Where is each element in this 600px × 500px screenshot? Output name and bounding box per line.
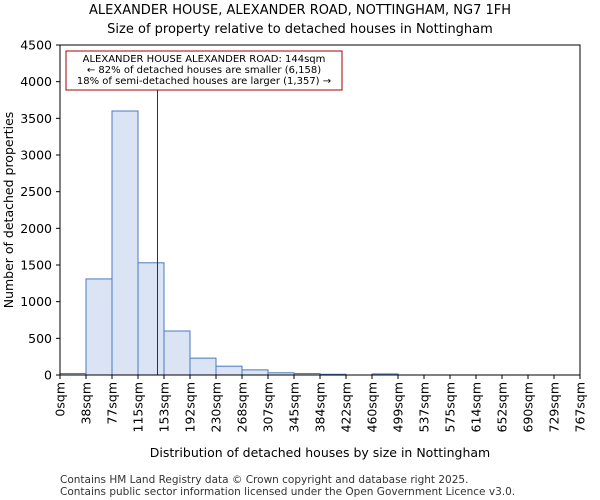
x-tick-label: 345sqm [287, 382, 302, 432]
x-axis-ticks: 0sqm 38sqm 77sqm 115sqm 153sqm 192sqm 230sqm 26… [53, 375, 588, 432]
x-axis-label: Distribution of detached houses by size … [150, 445, 490, 460]
x-tick-label: 307sqm [261, 382, 276, 432]
x-tick-label: 575sqm [443, 382, 458, 432]
annotation-frame [65, 50, 343, 91]
x-tick-label: 422sqm [339, 382, 354, 432]
annotation-line-3: 18% of semi-detached houses are larger (… [77, 76, 331, 87]
histogram-bar [137, 262, 165, 376]
x-tick-label: 0sqm [53, 382, 68, 417]
y-tick-label: 500 [28, 331, 52, 346]
annotation-box: ALEXANDER HOUSE ALEXANDER ROAD: 144sqm ←… [65, 50, 343, 91]
chart-title-line-1: ALEXANDER HOUSE, ALEXANDER ROAD, NOTTING… [89, 3, 511, 18]
bars-group [59, 110, 399, 376]
y-tick-label: 0 [44, 368, 52, 383]
x-tick-label: 77sqm [105, 382, 120, 425]
y-tick-label: 4000 [20, 74, 52, 89]
y-tick-label: 4500 [20, 38, 52, 53]
x-tick-label: 115sqm [131, 382, 146, 432]
x-tick-label: 614sqm [469, 382, 484, 432]
x-tick-label: 38sqm [79, 382, 94, 425]
footer-line-2: Contains public sector information licen… [60, 486, 515, 498]
annotation-line-2: ← 82% of detached houses are smaller (6,… [87, 65, 321, 76]
y-tick-label: 2500 [20, 184, 52, 199]
x-tick-label: 460sqm [365, 382, 380, 432]
histogram-bar [189, 357, 217, 376]
x-tick-label: 729sqm [547, 382, 562, 432]
y-axis-ticks: 0 500 1000 1500 2000 2500 3000 3500 4000 4500 [20, 38, 60, 383]
y-tick-label: 2000 [20, 221, 52, 236]
x-tick-label: 268sqm [235, 382, 250, 432]
histogram-bar [241, 369, 269, 376]
y-tick-label: 3000 [20, 148, 52, 163]
footer-line-1: Contains HM Land Registry data © Crown c… [60, 474, 468, 486]
x-tick-label: 537sqm [417, 382, 432, 432]
x-tick-label: 690sqm [521, 382, 536, 432]
histogram-bar [163, 330, 191, 376]
chart-title-line-2: Size of property relative to detached ho… [107, 22, 493, 37]
x-tick-label: 384sqm [313, 382, 328, 432]
x-tick-label: 192sqm [183, 382, 198, 432]
annotation-line-1: ALEXANDER HOUSE ALEXANDER ROAD: 144sqm [83, 54, 326, 65]
x-tick-label: 652sqm [495, 382, 510, 432]
histogram-bar [85, 278, 113, 376]
histogram-bar [111, 110, 139, 376]
x-tick-label: 767sqm [573, 382, 588, 432]
y-tick-label: 3500 [20, 111, 52, 126]
x-tick-label: 153sqm [157, 382, 172, 432]
y-tick-label: 1000 [20, 294, 52, 309]
y-tick-label: 1500 [20, 258, 52, 273]
x-tick-label: 499sqm [391, 382, 406, 432]
histogram-bar [215, 365, 243, 376]
y-axis-label: Number of detached properties [1, 112, 16, 309]
x-tick-label: 230sqm [209, 382, 224, 432]
